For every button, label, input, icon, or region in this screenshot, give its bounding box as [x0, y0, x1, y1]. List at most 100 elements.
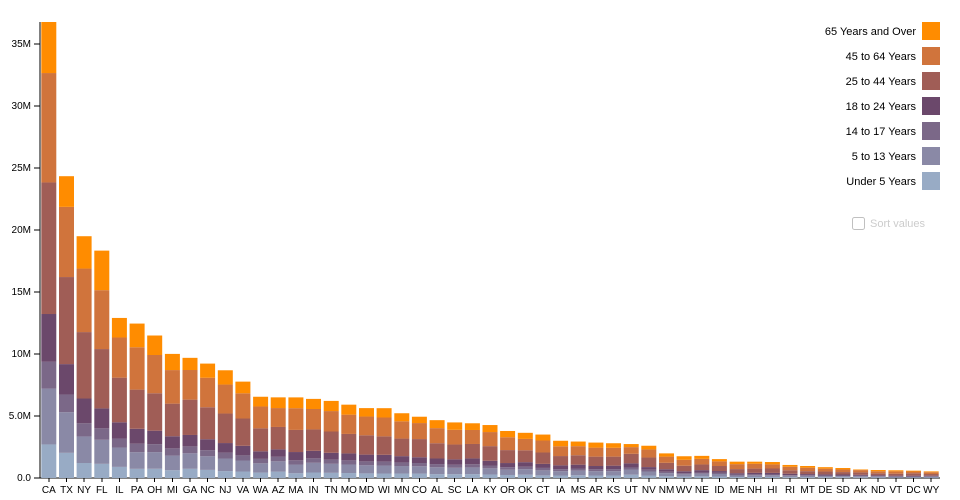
x-tick-label: TX: [60, 485, 73, 496]
bar-segment: [429, 443, 445, 459]
bar-segment: [129, 452, 145, 469]
bar-segment: [676, 476, 692, 478]
legend-label: 65 Years and Over: [825, 26, 916, 38]
bar-segment: [164, 403, 180, 437]
bar-segment: [623, 467, 639, 470]
x-tick-label: OK: [518, 485, 533, 496]
bar-segment: [376, 473, 392, 478]
x-tick-label: MI: [167, 485, 178, 496]
bar-segment: [711, 459, 727, 462]
bar-segment: [553, 440, 569, 447]
bar-segment: [641, 457, 657, 468]
bar-segment: [288, 460, 304, 465]
y-tick-label: 5.0M: [9, 411, 31, 422]
bar-segment: [570, 475, 586, 478]
bar-segment: [517, 432, 533, 439]
bar-segment: [500, 474, 516, 478]
bar-segment: [659, 469, 674, 472]
bar-segment: [853, 476, 869, 478]
bar-segment: [588, 466, 604, 470]
bar-CA: [41, 22, 57, 478]
bar-segment: [235, 418, 251, 446]
bar-segment: [288, 429, 304, 453]
bar-segment: [817, 477, 833, 478]
bar-segment: [270, 449, 286, 457]
bar-segment: [782, 473, 798, 476]
x-tick-label: KS: [607, 485, 621, 496]
bar-RI: [782, 464, 798, 478]
bar-segment: [800, 475, 816, 478]
bar-segment: [535, 467, 551, 471]
bar-segment: [129, 389, 145, 429]
bar-segment: [923, 475, 939, 477]
bar-segment: [411, 457, 427, 464]
x-tick-label: VA: [237, 485, 250, 496]
bar-segment: [306, 462, 321, 473]
bar-segment: [235, 460, 251, 472]
bar-segment: [517, 450, 533, 463]
bar-segment: [359, 461, 374, 466]
bar-segment: [906, 471, 921, 474]
x-tick-label: TN: [325, 485, 338, 496]
bar-segment: [835, 474, 851, 476]
bar-segment: [729, 469, 745, 474]
x-tick-label: WY: [923, 485, 939, 496]
bar-segment: [800, 466, 816, 468]
bar-MS: [570, 441, 586, 478]
bar-segment: [694, 473, 710, 477]
bar-segment: [676, 471, 692, 474]
bar-segment: [464, 464, 480, 468]
bar-UT: [623, 444, 639, 478]
bar-segment: [853, 477, 869, 478]
bar-segment: [641, 469, 657, 472]
bar-segment: [164, 470, 180, 478]
bar-segment: [606, 447, 621, 457]
bar-segment: [553, 465, 569, 470]
sort-values-checkbox[interactable]: [852, 217, 865, 230]
bar-segment: [394, 462, 410, 467]
bar-segment: [147, 430, 163, 445]
x-tick-label: AR: [589, 485, 603, 496]
bar-segment: [235, 381, 251, 394]
bar-segment: [341, 464, 357, 474]
x-tick-label: MO: [341, 485, 357, 496]
bar-segment: [870, 475, 886, 477]
bar-segment: [447, 459, 463, 465]
bar-AK: [853, 469, 869, 478]
bar-IN: [306, 398, 321, 478]
legend-swatch: [922, 47, 940, 65]
bar-segment: [359, 416, 374, 436]
x-tick-label: ME: [730, 485, 745, 496]
bar-segment: [764, 468, 780, 473]
bar-VA: [235, 381, 251, 478]
bar-IA: [553, 440, 569, 478]
bar-segment: [376, 465, 392, 474]
bar-segment: [641, 475, 657, 478]
bar-segment: [694, 464, 710, 471]
bar-segment: [253, 472, 269, 478]
bar-segment: [641, 449, 657, 458]
bar-segment: [588, 471, 604, 476]
bar-segment: [729, 473, 745, 475]
bar-segment: [659, 462, 674, 470]
legend-swatch: [922, 147, 940, 165]
bar-segment: [306, 472, 321, 478]
bar-segment: [500, 437, 516, 451]
bar-segment: [659, 456, 674, 463]
bar-segment: [41, 361, 57, 389]
bar-segment: [676, 456, 692, 460]
bar-segment: [888, 473, 904, 476]
sort-values-label[interactable]: Sort values: [852, 217, 925, 230]
bar-segment: [835, 475, 851, 477]
bar-segment: [711, 466, 727, 472]
bar-segment: [306, 408, 321, 430]
bar-segment: [694, 470, 710, 473]
bar-segment: [235, 455, 251, 461]
bar-segment: [164, 455, 180, 471]
bar-segment: [429, 458, 445, 465]
bar-segment: [535, 475, 551, 478]
bar-ME: [729, 461, 745, 478]
sort-form: Sort values: [852, 217, 925, 230]
bar-segment: [888, 471, 904, 474]
